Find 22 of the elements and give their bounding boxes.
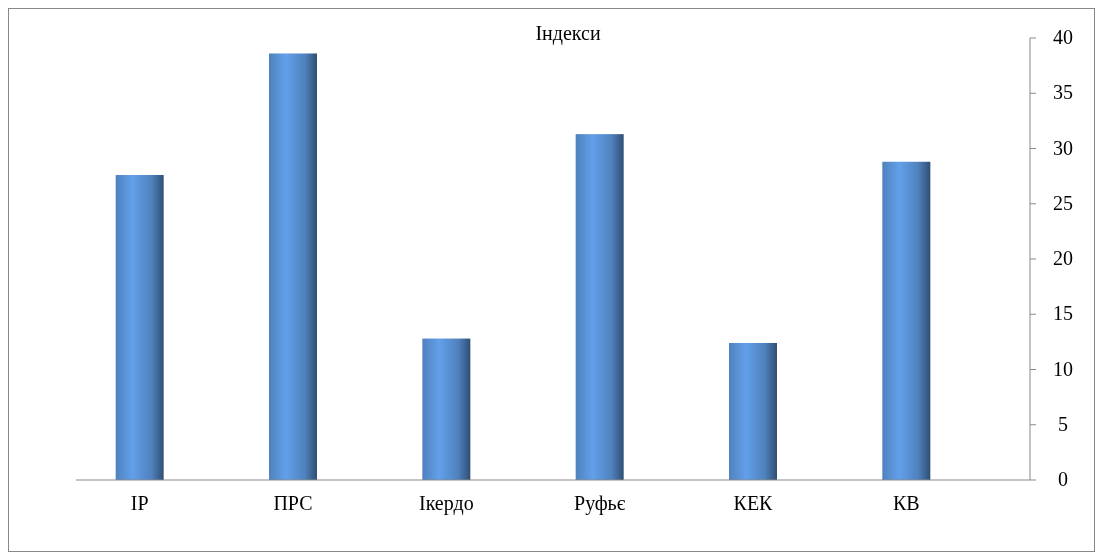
bar xyxy=(575,134,624,480)
y-tick-label: 15 xyxy=(1053,302,1073,325)
chart-title: Індекси xyxy=(535,22,601,45)
x-tick-label: КВ xyxy=(892,492,920,514)
y-tick-label: 0 xyxy=(1058,468,1068,490)
y-tick-label: 40 xyxy=(1053,26,1073,48)
x-tick-label: Руфьє xyxy=(574,492,626,515)
x-tick-label: Ікердо xyxy=(419,492,474,515)
y-tick-label: 25 xyxy=(1053,191,1073,214)
bar xyxy=(729,342,777,480)
x-tick-label: ІР xyxy=(130,492,149,514)
y-tick-label: 35 xyxy=(1053,81,1073,104)
bar xyxy=(882,161,931,480)
y-tick-label: 20 xyxy=(1053,247,1073,269)
bar xyxy=(115,175,164,480)
x-tick-label: КЕК xyxy=(733,492,774,514)
y-tick-label: 30 xyxy=(1053,136,1073,159)
y-tick-label: 5 xyxy=(1058,412,1068,435)
y-tick-label: 10 xyxy=(1053,357,1073,380)
bar xyxy=(269,53,317,480)
bar xyxy=(422,338,471,480)
x-tick-label: ПРС xyxy=(273,492,313,514)
